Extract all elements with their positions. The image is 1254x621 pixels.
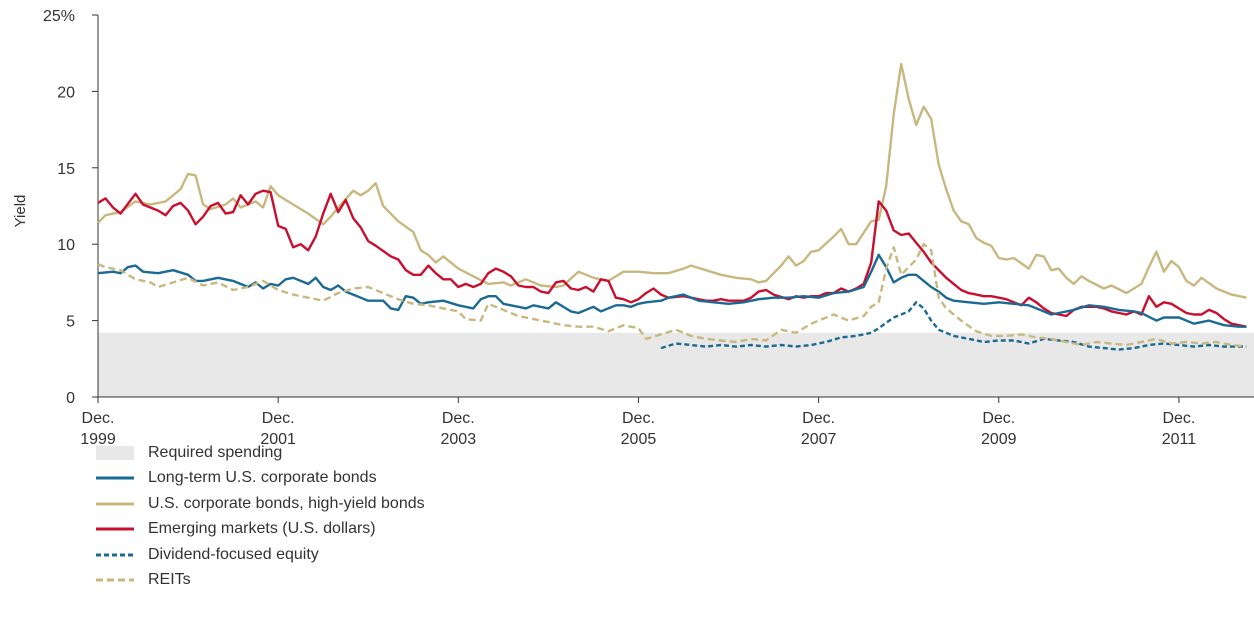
x-tick-label-year: 1999 [80,431,116,448]
legend-label: Required spending [148,443,283,461]
x-tick-labels: Dec. 1999 Dec. 2001 Dec. 2003 Dec. 2005 Dec. 2007… [80,397,1196,448]
x-tick-label-year: 2005 [621,431,657,448]
x-tick-label-month: Dec. [982,410,1015,427]
legend-item-reits: REITs [96,568,425,594]
series-line-dividend-focused-equity [660,301,1247,351]
legend-item-long-term-corporate-bonds: Long-term U.S. corporate bonds [96,466,425,492]
x-tick-label-month: Dec. [802,410,835,427]
required-spending-band-group [98,332,1254,397]
x-tick-label-month: Dec. [1162,410,1195,427]
legend-item-emerging-markets: Emerging markets (U.S. dollars) [96,517,425,543]
x-tick-label-year: 2003 [441,431,477,448]
axes [97,15,1254,398]
y-tick-label: 10 [57,237,75,254]
x-tick-label-year: 2011 [1162,431,1197,448]
legend: Required spending Long-term U.S. corpora… [96,440,425,593]
legend-label: REITs [148,571,191,589]
legend-label: Dividend-focused equity [148,545,319,563]
legend-item-high-yield-bonds: U.S. corporate bonds, high-yield bonds [96,491,425,517]
series-line-emerging-markets-u-s-dollars [97,189,1247,328]
x-tick-label-month: Dec. [622,410,655,427]
legend-swatch-emerging-markets [96,522,134,536]
legend-label: Long-term U.S. corporate bonds [148,469,377,487]
series-line-long-term-u-s-corporate-bonds [97,253,1247,328]
x-tick-label-month: Dec. [82,410,115,427]
legend-label: Emerging markets (U.S. dollars) [148,520,376,538]
series-lines [97,62,1247,351]
y-tick-labels: 0 5 10 15 20 25% [43,8,98,407]
legend-item-dividend-focused-equity: Dividend-focused equity [96,542,425,568]
required-spending-band [98,332,1254,397]
x-tick-label-year: 2009 [981,431,1017,448]
x-tick-label-year: 2007 [801,431,837,448]
legend-swatch-dividend-focused-equity [96,548,134,562]
legend-swatch-reits [96,573,134,587]
y-axis-title: Yield [12,195,29,228]
x-tick-label-month: Dec. [442,410,475,427]
y-tick-label: 15 [57,161,75,178]
x-tick-label-year: 2001 [260,431,296,448]
legend-label: U.S. corporate bonds, high-yield bonds [148,494,425,512]
legend-swatch-high-yield-bonds [96,497,134,511]
y-tick-label: 5 [66,314,75,331]
series-line-u-s-corporate-bonds-high-yield-bonds [97,62,1247,299]
y-tick-label: 25% [43,8,75,25]
series-line-reits [97,243,1247,348]
legend-swatch-required-spending [96,445,134,460]
y-tick-label: 20 [57,84,75,101]
legend-swatch-long-term-corporate-bonds [96,471,134,485]
legend-item-required-spending: Required spending [96,440,425,466]
y-tick-label: 0 [66,390,75,407]
x-tick-label-month: Dec. [262,410,295,427]
